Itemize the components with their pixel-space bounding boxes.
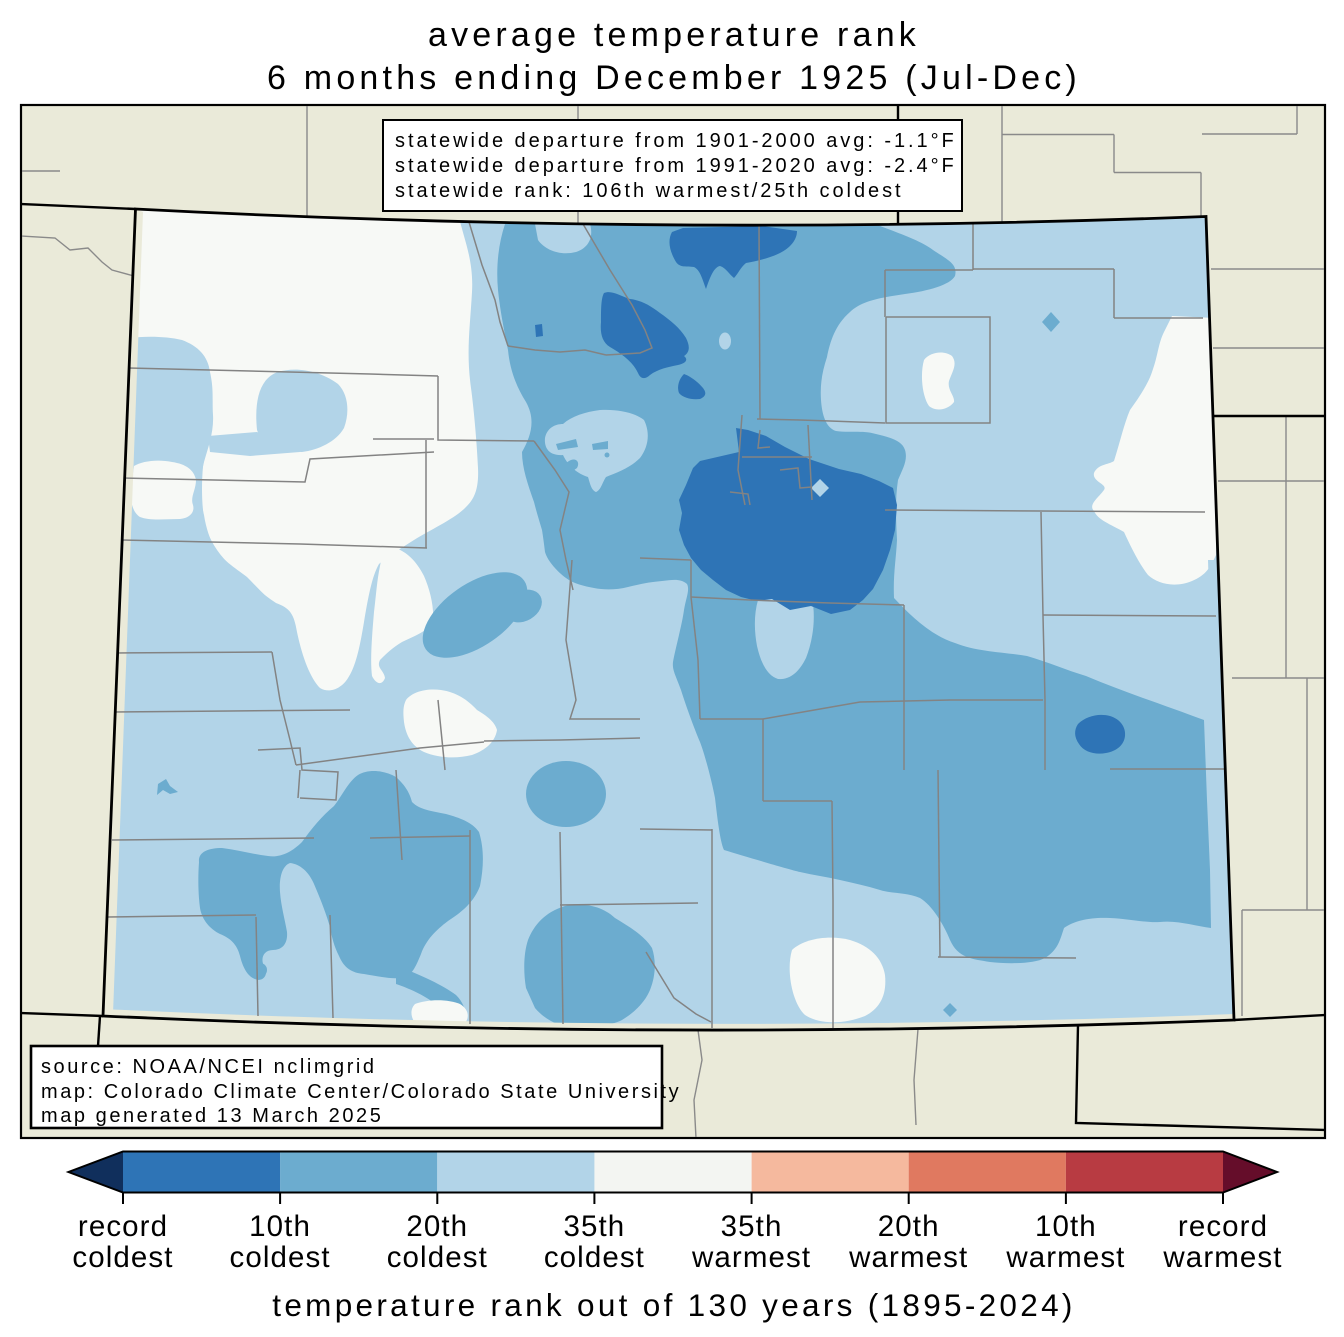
svg-text:warmest: warmest	[1005, 1241, 1125, 1274]
svg-text:record: record	[1178, 1210, 1268, 1243]
svg-text:warmest: warmest	[848, 1241, 968, 1274]
svg-text:warmest: warmest	[691, 1241, 811, 1274]
svg-text:10th: 10th	[249, 1210, 311, 1243]
svg-text:map generated 13 March 2025: map generated 13 March 2025	[41, 1105, 383, 1127]
svg-text:warmest: warmest	[1162, 1241, 1282, 1274]
svg-text:coldest: coldest	[544, 1241, 645, 1274]
svg-text:source: NOAA/NCEI nclimgrid: source: NOAA/NCEI nclimgrid	[41, 1056, 377, 1078]
svg-text:35th: 35th	[563, 1210, 625, 1243]
svg-text:record: record	[78, 1210, 168, 1243]
svg-text:6 months ending December 1925: 6 months ending December 1925 (Jul-Dec)	[267, 59, 1081, 97]
svg-text:statewide departure from 1901-: statewide departure from 1901-2000 avg: …	[395, 130, 957, 152]
svg-text:20th: 20th	[406, 1210, 468, 1243]
svg-text:35th: 35th	[721, 1210, 783, 1243]
svg-text:20th: 20th	[878, 1210, 940, 1243]
svg-text:temperature rank out of 130 ye: temperature rank out of 130 years (1895-…	[272, 1287, 1075, 1323]
svg-text:map: Colorado Climate Center/C: map: Colorado Climate Center/Colorado St…	[41, 1081, 681, 1103]
svg-text:coldest: coldest	[230, 1241, 331, 1274]
svg-text:10th: 10th	[1035, 1210, 1097, 1243]
svg-text:statewide departure from 1991-: statewide departure from 1991-2020 avg: …	[395, 155, 957, 177]
svg-text:coldest: coldest	[72, 1241, 173, 1274]
svg-text:average temperature rank: average temperature rank	[428, 16, 920, 54]
svg-text:statewide rank: 106th warmest/: statewide rank: 106th warmest/25th colde…	[395, 180, 904, 202]
svg-text:coldest: coldest	[387, 1241, 488, 1274]
